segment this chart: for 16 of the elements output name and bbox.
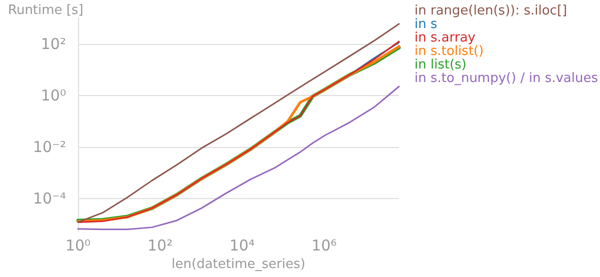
series-label: in list(s) [414,58,467,72]
y-axis-title: Runtime [s] [8,3,84,18]
y-tick-label: 10² [40,34,66,53]
x-tick-label: 10² [147,236,173,254]
x-axis-title: len(datetime_series) [172,256,306,272]
series-label: in s [414,17,438,32]
x-tick-label: 10⁴ [229,236,255,254]
x-tick-label: 10⁶ [312,236,337,254]
x-tick-label: 10⁰ [65,236,91,254]
y-tick-label: 10⁰ [40,86,66,104]
y-tick-label: 10⁻⁴ [32,189,66,208]
series-label: in s.tolist() [414,44,484,59]
series-label: in s.to_numpy() / in s.values [414,71,598,86]
series-label: in range(len(s)): s.iloc[] [414,4,568,18]
series-label: in s.array [414,30,476,46]
y-tick-label: 10⁻² [32,138,66,156]
